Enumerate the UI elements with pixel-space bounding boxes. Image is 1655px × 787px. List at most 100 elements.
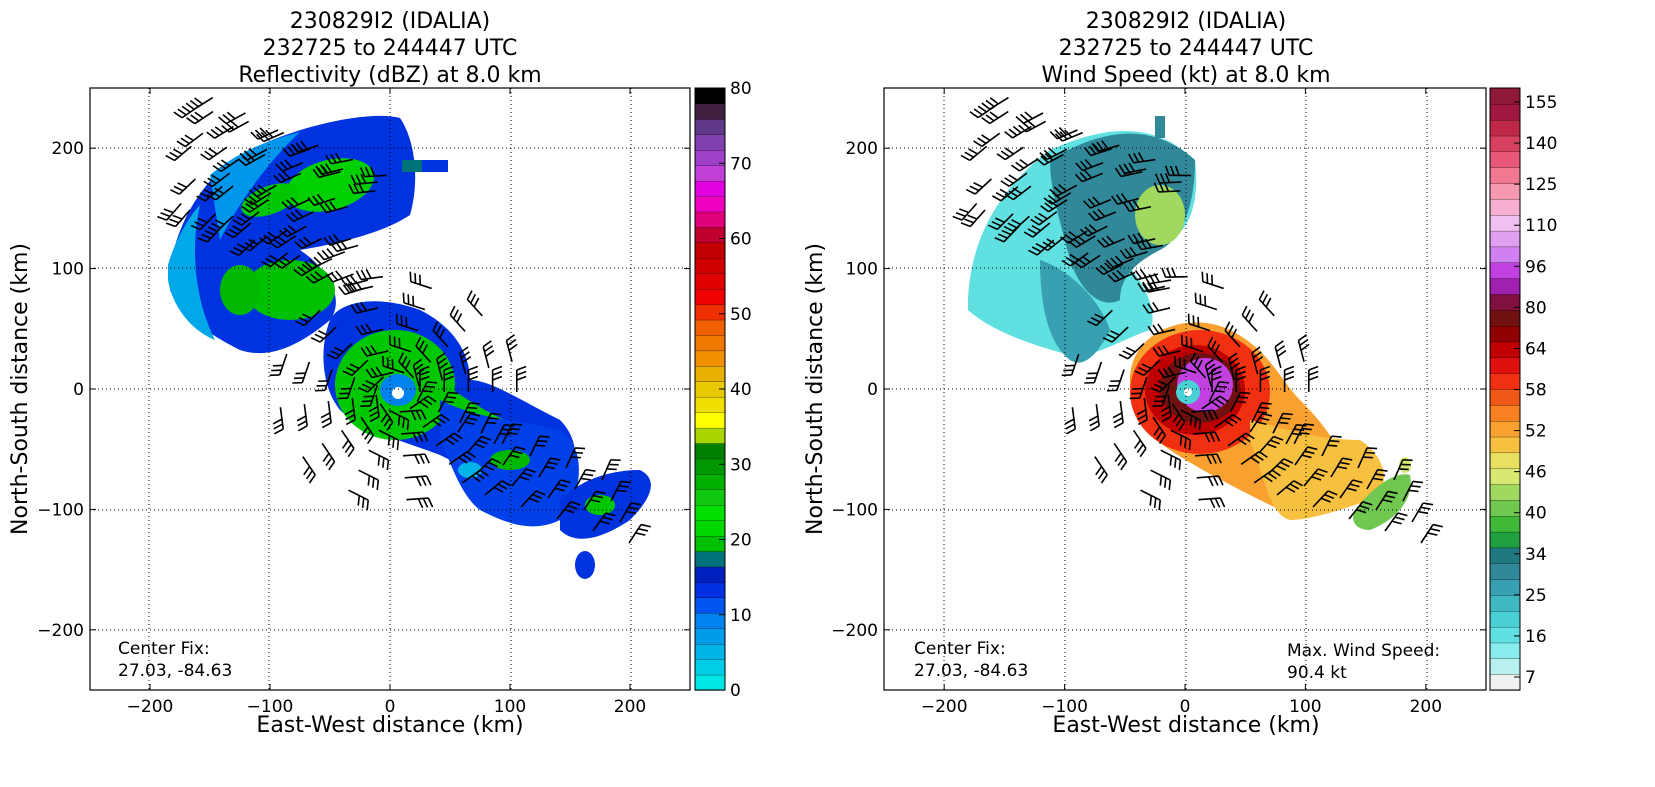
wind-barb: [314, 369, 333, 392]
wind-barb: [610, 480, 632, 502]
wind-barb: [1000, 172, 1028, 187]
wind-barb: [340, 429, 355, 458]
wind-barb: [419, 365, 430, 392]
wind-speed-colorbar-swatch: [1489, 167, 1521, 184]
wind-barb: [1194, 453, 1222, 465]
left-axis-ticks: −200 −100 0 100 200 200 100 0 −100 −200: [37, 88, 690, 717]
wind-speed-colorbar-tick-label: 96: [1525, 257, 1547, 277]
reflectivity-colorbar-tick-label: 80: [730, 79, 752, 99]
right-xtick-label: −200: [921, 697, 968, 717]
right-ylabel: North-South distance (km): [803, 243, 828, 535]
wind-barb: [281, 197, 310, 210]
wind-barb: [1105, 255, 1134, 268]
wind-barb: [406, 497, 434, 509]
wind-barb: [261, 252, 289, 268]
wind-barb: [565, 447, 586, 469]
wind-barb: [981, 96, 1009, 110]
wind-barb: [1152, 416, 1167, 444]
wind-speed-colorbar-swatch: [1489, 594, 1521, 612]
wind-barb: [1060, 230, 1088, 244]
wind-speed-colorbar-tick-label: 40: [1525, 504, 1547, 524]
wind-barb: [459, 346, 472, 375]
reflectivity-colorbar-swatch: [694, 674, 726, 691]
reflectivity-colorbar-tick-label: 30: [730, 455, 752, 475]
wind-barb: [330, 240, 359, 253]
wind-barb: [1164, 165, 1192, 177]
wind-barb: [1130, 268, 1159, 281]
wind-speed-colorbar-swatch: [1489, 658, 1521, 675]
wind-barb: [1258, 435, 1284, 454]
wind-barb: [409, 271, 432, 290]
wind-barb: [310, 326, 337, 343]
wind-barb: [1118, 162, 1147, 175]
wind-speed-colorbar-tick-label: 52: [1525, 422, 1547, 442]
wind-barb: [996, 146, 1024, 161]
wind-speed-colorbar-swatch: [1489, 563, 1521, 580]
wind-barb: [342, 359, 369, 377]
reflectivity-colorbar-swatch: [694, 350, 726, 367]
right-ytick-label: −100: [831, 500, 878, 520]
wind-barb: [1229, 391, 1251, 413]
reflectivity-colorbar-ticks: 0 10 20 30 40 50 60 70 80: [719, 79, 752, 701]
wind-speed-colorbar-tick-label: 7: [1525, 668, 1536, 688]
wind-barb: [1088, 404, 1100, 432]
wind-barb: [422, 413, 450, 428]
wind-barb: [348, 489, 370, 511]
wind-barb: [1157, 366, 1186, 379]
reflectivity-colorbar-swatch: [694, 566, 726, 583]
wind-barb: [395, 313, 419, 332]
wind-barb: [348, 182, 376, 195]
wind-speed-colorbar-tick-label: 125: [1525, 175, 1557, 195]
wind-barb: [466, 290, 483, 317]
wind-speed-colorbar-swatch: [1489, 309, 1521, 327]
wind-speed-colorbar-swatch: [1489, 547, 1521, 564]
reflectivity-colorbar-swatch: [694, 319, 726, 336]
wind-barb: [1285, 423, 1307, 445]
wind-barb: [443, 365, 454, 392]
wind-barb: [1312, 490, 1338, 508]
reflectivity-colorbar-swatch: [694, 226, 726, 244]
wind-barb: [448, 451, 476, 466]
wind-barb: [1095, 262, 1124, 276]
reflectivity-colorbar-swatch: [694, 643, 726, 660]
wind-barb: [1180, 409, 1202, 431]
wind-barb: [1194, 292, 1218, 311]
wind-speed-colorbar-swatch: [1489, 103, 1521, 121]
wind-barb: [190, 213, 217, 231]
wind-barb: [360, 344, 389, 357]
wind-speed-colorbar-swatch: [1489, 151, 1521, 168]
wind-barb: [1174, 355, 1197, 374]
wind-barb: [269, 353, 288, 377]
wind-barb: [1303, 468, 1328, 487]
wind-barb: [1004, 125, 1032, 139]
reflectivity-colorbar-swatch: [694, 396, 726, 413]
wind-barb: [475, 458, 502, 475]
wind-barb: [628, 523, 651, 544]
wind-barb: [1064, 407, 1077, 435]
wind-barb: [358, 376, 385, 393]
reflectivity-colorbar-swatch: [694, 303, 726, 321]
right-ytick-label: −200: [831, 621, 878, 641]
wind-barb: [1136, 397, 1148, 426]
wind-barb: [1088, 208, 1117, 222]
wind-speed-colorbar-swatch: [1489, 246, 1521, 263]
right-ytick-label: 0: [867, 380, 878, 400]
reflectivity-colorbar-swatch: [694, 581, 726, 599]
reflectivity-cell: [575, 551, 595, 579]
wind-barb: [1193, 431, 1221, 443]
wind-barb: [1283, 365, 1295, 392]
wind-barb: [1384, 512, 1408, 532]
wind-barb: [1207, 336, 1224, 363]
wind-gust-cell: [1135, 185, 1185, 245]
wind-barb: [401, 431, 429, 443]
wind-barb: [1015, 111, 1044, 124]
wind-barb: [1135, 238, 1164, 251]
wind-barb: [218, 111, 246, 125]
wind-barb: [197, 225, 224, 243]
wind-speed-colorbar-swatch: [1489, 626, 1521, 644]
wind-barb: [1119, 246, 1148, 260]
wind-barb: [1402, 480, 1424, 502]
wind-barb: [1375, 490, 1398, 511]
wind-barb: [457, 412, 481, 433]
wind-barb: [350, 301, 379, 314]
